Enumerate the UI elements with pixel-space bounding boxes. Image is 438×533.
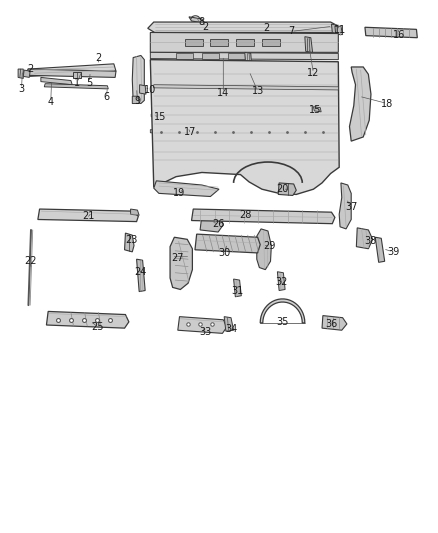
- Polygon shape: [27, 69, 116, 77]
- Polygon shape: [262, 39, 280, 46]
- Polygon shape: [28, 64, 116, 76]
- Polygon shape: [200, 215, 223, 232]
- Polygon shape: [375, 237, 385, 262]
- Polygon shape: [170, 237, 192, 289]
- Polygon shape: [195, 234, 260, 253]
- Text: 9: 9: [134, 96, 141, 107]
- Polygon shape: [131, 209, 139, 215]
- Text: 20: 20: [276, 184, 289, 194]
- Text: 19: 19: [173, 188, 186, 198]
- Text: 2: 2: [263, 23, 269, 34]
- Polygon shape: [41, 77, 72, 85]
- Text: 24: 24: [134, 266, 146, 277]
- Polygon shape: [314, 107, 321, 112]
- Text: 2: 2: [95, 53, 102, 62]
- Polygon shape: [260, 299, 305, 323]
- Text: 29: 29: [264, 240, 276, 251]
- Polygon shape: [236, 39, 254, 46]
- Polygon shape: [257, 229, 272, 270]
- Text: 32: 32: [276, 277, 288, 287]
- Polygon shape: [305, 37, 313, 52]
- Polygon shape: [176, 53, 193, 59]
- Polygon shape: [150, 130, 190, 135]
- Polygon shape: [322, 316, 347, 330]
- Polygon shape: [150, 33, 338, 52]
- Polygon shape: [357, 228, 373, 249]
- Text: 5: 5: [86, 78, 92, 87]
- Polygon shape: [335, 26, 343, 35]
- Text: 6: 6: [103, 92, 110, 102]
- Polygon shape: [124, 233, 134, 252]
- Text: 13: 13: [251, 86, 264, 96]
- Polygon shape: [202, 53, 219, 59]
- Text: 38: 38: [364, 237, 376, 246]
- Polygon shape: [44, 84, 108, 89]
- Text: 3: 3: [18, 84, 25, 94]
- Text: 33: 33: [199, 327, 212, 337]
- Text: 30: 30: [218, 248, 230, 258]
- Text: 2: 2: [202, 22, 208, 33]
- Polygon shape: [38, 209, 138, 222]
- Polygon shape: [365, 27, 417, 38]
- Text: 37: 37: [345, 202, 357, 212]
- Text: 14: 14: [217, 88, 230, 98]
- Polygon shape: [137, 259, 145, 292]
- Text: 17: 17: [184, 127, 196, 137]
- Polygon shape: [150, 52, 338, 60]
- Polygon shape: [224, 317, 233, 332]
- Text: 28: 28: [240, 211, 252, 220]
- Text: 23: 23: [125, 236, 138, 245]
- Text: 36: 36: [325, 319, 338, 329]
- Text: 26: 26: [212, 219, 224, 229]
- Text: 35: 35: [276, 317, 289, 327]
- Polygon shape: [154, 181, 219, 197]
- Text: 39: 39: [387, 247, 399, 257]
- Text: 27: 27: [172, 253, 184, 263]
- Text: 15: 15: [154, 112, 166, 122]
- Polygon shape: [278, 183, 296, 196]
- Polygon shape: [185, 39, 203, 46]
- Text: 18: 18: [381, 99, 393, 109]
- Text: 2: 2: [27, 64, 33, 74]
- Polygon shape: [178, 317, 227, 333]
- Polygon shape: [154, 85, 338, 90]
- Text: 1: 1: [74, 78, 81, 87]
- Polygon shape: [18, 69, 23, 78]
- Polygon shape: [210, 39, 229, 46]
- Polygon shape: [332, 24, 338, 34]
- Text: 21: 21: [82, 212, 95, 221]
- Text: 34: 34: [226, 324, 238, 334]
- Text: 8: 8: [198, 17, 204, 27]
- Polygon shape: [233, 279, 241, 297]
- Polygon shape: [277, 272, 285, 290]
- Polygon shape: [245, 52, 251, 65]
- Text: 25: 25: [92, 322, 104, 332]
- Polygon shape: [350, 67, 371, 141]
- Text: 12: 12: [307, 68, 320, 78]
- Polygon shape: [46, 311, 129, 328]
- Text: 31: 31: [232, 286, 244, 295]
- Text: 11: 11: [334, 26, 346, 35]
- Text: 22: 22: [24, 256, 36, 266]
- Polygon shape: [150, 60, 339, 195]
- Polygon shape: [151, 114, 155, 118]
- Text: 7: 7: [288, 27, 294, 36]
- Text: 4: 4: [48, 98, 54, 108]
- Text: 15: 15: [309, 105, 321, 115]
- Text: 16: 16: [393, 29, 406, 39]
- Text: 10: 10: [144, 85, 156, 95]
- Polygon shape: [132, 96, 139, 103]
- Polygon shape: [23, 70, 30, 77]
- Polygon shape: [339, 183, 351, 229]
- Polygon shape: [228, 53, 245, 59]
- Polygon shape: [140, 85, 146, 94]
- Polygon shape: [73, 72, 81, 78]
- Polygon shape: [189, 17, 205, 23]
- Polygon shape: [148, 22, 338, 33]
- Polygon shape: [191, 209, 335, 224]
- Polygon shape: [132, 55, 144, 103]
